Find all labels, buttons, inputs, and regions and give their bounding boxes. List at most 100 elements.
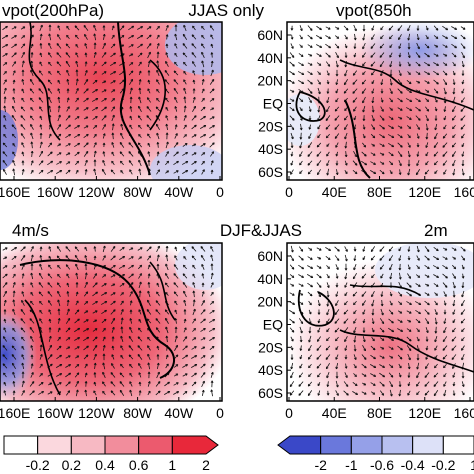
wind-vector: [289, 106, 295, 112]
wind-vector-head: [94, 70, 97, 74]
wind-vector-head: [300, 99, 304, 103]
wind-vector-head: [211, 107, 215, 111]
wind-vector: [165, 115, 169, 121]
wind-vector-head: [391, 135, 395, 138]
wind-vector-head: [194, 169, 197, 173]
wind-vector-head: [335, 99, 338, 103]
wind-vector-head: [138, 381, 142, 385]
wind-vector-head: [336, 45, 340, 49]
wind-vector-head: [39, 132, 43, 136]
wind-vector-head: [119, 160, 123, 164]
wind-vector-head: [76, 309, 80, 313]
wind-vector-head: [451, 348, 455, 351]
wind-vector-head: [362, 135, 366, 139]
wind-vector-head: [442, 339, 446, 343]
wind-vector-head: [352, 100, 356, 103]
wind-vector: [425, 106, 429, 112]
wind-vector: [290, 254, 294, 262]
wind-vector-head: [183, 24, 186, 28]
wind-vector-head: [156, 79, 159, 82]
wind-vector-head: [156, 291, 159, 295]
wind-vector: [12, 168, 16, 176]
wind-vector: [398, 70, 402, 76]
wind-vector: [425, 327, 429, 333]
wind-vector: [12, 105, 16, 113]
wind-vector-head: [325, 357, 329, 360]
wind-vector: [147, 299, 151, 307]
wind-vector-head: [147, 142, 151, 146]
wind-vector-head: [148, 43, 152, 46]
wind-vector: [343, 309, 349, 315]
wind-vector-head: [4, 256, 8, 260]
wind-vector: [47, 354, 53, 360]
wind-vector-head: [164, 79, 168, 82]
wind-vector: [370, 255, 376, 261]
wind-vector-head: [85, 78, 89, 82]
wind-vector-head: [59, 382, 62, 385]
wind-vector: [317, 336, 321, 342]
wind-vector-head: [48, 246, 52, 249]
wind-vector-head: [173, 291, 177, 295]
wind-vector: [308, 335, 312, 343]
wind-vector-head: [86, 97, 89, 101]
wind-vector-head: [121, 35, 125, 38]
wind-vector: [298, 246, 304, 252]
wind-vector-head: [148, 34, 152, 38]
wind-vector-head: [48, 255, 52, 259]
wind-vector: [191, 255, 197, 261]
top-right-title: vpot(850h: [336, 1, 412, 20]
wind-vector-head: [30, 272, 34, 276]
wind-vector: [120, 345, 124, 351]
wind-vector: [325, 26, 331, 30]
wind-vector: [344, 115, 348, 121]
wind-vector-head: [344, 145, 348, 149]
wind-vector: [174, 345, 178, 351]
wind-vector-head: [128, 335, 132, 339]
wind-vector-head: [103, 318, 107, 322]
wind-vector-head: [58, 345, 62, 349]
wind-vector-head: [21, 291, 25, 294]
wind-vector-head: [183, 290, 186, 294]
wind-vector-head: [130, 53, 134, 56]
wind-vector: [442, 142, 448, 148]
wind-vector-head: [76, 160, 80, 164]
wind-vector-head: [38, 88, 42, 91]
wind-vector: [372, 318, 374, 324]
wind-vector-head: [11, 115, 15, 118]
wind-vector-head: [120, 335, 123, 339]
wind-vector-head: [13, 264, 16, 268]
wind-vector: [92, 79, 98, 85]
wind-vector-head: [292, 108, 295, 112]
wind-vector-head: [381, 109, 384, 112]
wind-vector-head: [442, 356, 446, 360]
wind-vector: [74, 255, 80, 261]
wind-vector-head: [149, 246, 152, 250]
wind-vector-head: [425, 136, 429, 140]
wind-vector-head: [58, 152, 62, 155]
wind-vector-head: [299, 162, 302, 166]
wind-vector: [65, 355, 71, 359]
wind-vector-head: [379, 55, 383, 58]
wind-vector: [361, 391, 367, 395]
wind-vector-head: [300, 36, 303, 40]
wind-vector-head: [308, 127, 312, 130]
wind-vector-head: [426, 283, 430, 287]
wind-vector-head: [122, 255, 126, 259]
wind-vector: [182, 52, 188, 58]
wind-vector-head: [381, 346, 385, 350]
wind-vector-head: [290, 145, 294, 148]
wind-vector-head: [56, 255, 60, 259]
wind-vector-head: [325, 127, 329, 130]
wind-vector-head: [3, 309, 7, 312]
wind-vector-head: [75, 43, 78, 47]
wind-vector: [184, 96, 186, 104]
wind-vector: [137, 115, 143, 121]
wind-vector-head: [202, 160, 205, 164]
wind-vector: [210, 69, 214, 77]
wind-vector-head: [29, 88, 33, 91]
wind-vector-head: [391, 144, 395, 148]
wind-vector-head: [30, 115, 33, 119]
wind-vector: [208, 328, 216, 332]
wind-vector-head: [129, 96, 133, 100]
wind-vector-head: [344, 276, 348, 280]
